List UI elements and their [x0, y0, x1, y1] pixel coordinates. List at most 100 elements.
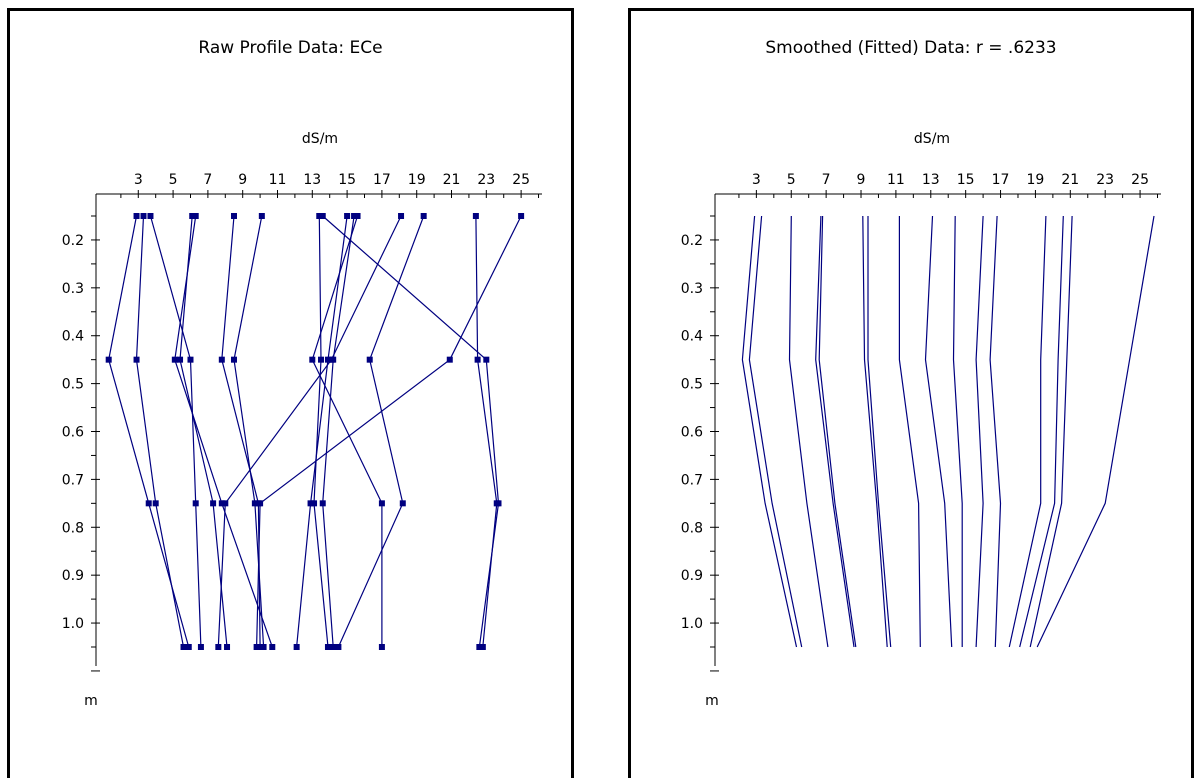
raw-data-point — [328, 356, 335, 363]
smoothed-profile-line — [975, 215, 984, 648]
raw-data-point — [145, 500, 152, 507]
raw-y-tick-label: 0.9 — [62, 568, 84, 584]
raw-x-tick-label: 5 — [169, 172, 178, 188]
raw-data-point — [257, 644, 264, 650]
raw-profile-line — [174, 215, 273, 648]
smoothed-x-tick-label: 25 — [1131, 172, 1149, 188]
raw-y-tick-label: 1.0 — [62, 616, 84, 632]
raw-data-point — [253, 644, 260, 650]
raw-y-tick-label: 0.6 — [62, 425, 84, 441]
smoothed-profile-chart: dS/m m 3 5 7 9 11 13 15 17 19 21 23 25 0.2 0.3 0.4 0.5 0… — [681, 131, 1161, 709]
raw-profile-line — [475, 215, 498, 648]
raw-profile-chart: dS/m m 3 5 7 9 11 13 15 17 19 21 23 25 0.2 0.3 0.4 0.5 0… — [62, 131, 542, 709]
raw-x-tick-label: 3 — [134, 172, 143, 188]
smoothed-profile-line — [748, 215, 803, 648]
raw-y-tick-label: 0.2 — [62, 233, 84, 249]
raw-data-point — [307, 500, 314, 507]
smoothed-x-tick-label: 7 — [822, 172, 831, 188]
raw-y-tick-label: 0.7 — [62, 472, 84, 488]
raw-x-tick-label: 11 — [269, 172, 287, 188]
raw-profile-line — [322, 215, 500, 648]
raw-x-tick-label: 23 — [477, 172, 495, 188]
raw-data-point — [218, 500, 225, 507]
raw-data-point — [446, 356, 453, 363]
smoothed-profile-line — [898, 216, 921, 648]
smoothed-x-tick-label: 23 — [1096, 172, 1114, 188]
raw-x-tick-label: 17 — [373, 172, 391, 188]
raw-data-point — [378, 500, 385, 507]
raw-x-tick-label: 25 — [512, 172, 530, 188]
raw-data-point — [152, 500, 159, 507]
raw-data-point — [260, 644, 267, 650]
raw-data-point — [197, 644, 204, 650]
raw-data-point — [316, 213, 323, 219]
raw-x-tick-label: 15 — [338, 172, 356, 188]
smoothed-chart-title: Smoothed (Fitted) Data: r = .6233 — [765, 38, 1057, 58]
raw-data-point — [224, 644, 231, 650]
raw-data-point — [472, 213, 479, 219]
raw-data-point — [230, 213, 237, 219]
raw-x-tick-label: 19 — [408, 172, 426, 188]
smoothed-y-tick-label: 0.2 — [681, 233, 703, 249]
raw-data-point — [476, 644, 483, 650]
raw-x-axis-label: dS/m — [302, 131, 338, 147]
raw-data-point — [474, 356, 481, 363]
smoothed-profile-line — [1036, 215, 1155, 648]
raw-profile-line — [322, 215, 355, 648]
raw-data-point — [189, 213, 196, 219]
smoothed-profile-line — [788, 215, 829, 648]
raw-y-tick-label: 0.4 — [62, 329, 84, 345]
smoothed-profile-line — [952, 215, 963, 647]
raw-data-point — [218, 356, 225, 363]
raw-data-point — [483, 356, 490, 363]
smoothed-y-tick-label: 0.4 — [681, 329, 703, 345]
raw-profile-line — [256, 215, 522, 648]
raw-chart-title: Raw Profile Data: ECe — [198, 38, 383, 58]
smoothed-profile-line — [818, 215, 857, 648]
raw-data-point — [187, 356, 194, 363]
raw-data-point — [105, 356, 112, 363]
raw-data-point — [133, 356, 140, 363]
raw-profile-line — [217, 215, 402, 648]
raw-profile-line — [233, 215, 265, 648]
raw-profile-line — [311, 215, 383, 647]
raw-data-point — [330, 644, 337, 650]
raw-data-point — [133, 213, 140, 219]
smoothed-profile-line — [741, 215, 798, 648]
raw-data-point — [479, 644, 486, 650]
raw-data-point — [258, 213, 265, 219]
raw-data-point — [177, 356, 184, 363]
raw-y-tick-label: 0.8 — [62, 520, 84, 536]
raw-data-point — [180, 644, 187, 650]
raw-data-point — [171, 356, 178, 363]
raw-data-point — [354, 213, 361, 219]
raw-y-tick-label: 0.3 — [62, 281, 84, 297]
raw-x-tick-label: 13 — [303, 172, 321, 188]
raw-data-point — [420, 213, 427, 219]
smoothed-x-tick-label: 11 — [887, 172, 905, 188]
smoothed-profile-line — [1029, 215, 1073, 648]
smoothed-x-axis-label: dS/m — [914, 131, 950, 147]
raw-data-point — [518, 213, 525, 219]
raw-x-tick-label: 21 — [443, 172, 461, 188]
smoothed-y-tick-label: 0.5 — [681, 377, 703, 393]
raw-data-point — [293, 644, 300, 650]
raw-profile-line — [296, 215, 348, 648]
raw-data-point — [251, 500, 258, 507]
smoothed-profile-line — [862, 215, 888, 648]
smoothed-x-tick-label: 13 — [922, 172, 940, 188]
raw-data-point — [493, 500, 500, 507]
smoothed-y-tick-label: 1.0 — [681, 616, 703, 632]
raw-profile-line — [313, 215, 329, 648]
raw-profile-line — [108, 215, 190, 648]
raw-data-point — [351, 213, 358, 219]
smoothed-y-axis-label: m — [705, 693, 719, 709]
raw-data-point — [366, 356, 373, 363]
raw-data-point — [192, 500, 199, 507]
smoothed-y-tick-label: 0.9 — [681, 568, 703, 584]
raw-profile-line — [149, 215, 202, 648]
smoothed-y-tick-label: 0.3 — [681, 281, 703, 297]
smoothed-profile-line — [867, 216, 892, 648]
smoothed-x-tick-label: 17 — [992, 172, 1010, 188]
raw-profile-line — [135, 215, 185, 648]
